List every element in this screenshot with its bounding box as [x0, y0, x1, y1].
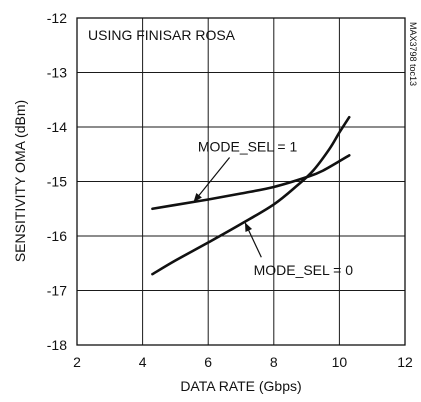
series-arrow-1: [192, 157, 231, 203]
x-tick-label: 6: [204, 354, 212, 370]
series-line-1: [151, 154, 351, 211]
grid: [77, 18, 405, 345]
series: [151, 115, 351, 276]
y-axis-label: SENSITIVITY OMA (dBm): [12, 100, 28, 262]
series-labels: MODE_SEL = 1 MODE_SEL = 0: [192, 139, 354, 278]
y-tick-label: -18: [47, 337, 67, 353]
x-axis-label: DATA RATE (Gbps): [180, 378, 301, 394]
x-tick-label: 10: [332, 354, 348, 370]
condition-label: USING FINISAR ROSA: [88, 27, 236, 43]
y-tick-labels: -12 -13 -14 -15 -16 -17 -18: [47, 10, 67, 353]
x-tick-label: 8: [270, 354, 278, 370]
series-label-1: MODE_SEL = 1: [198, 139, 298, 155]
series-line-2: [151, 115, 351, 276]
series-arrowhead-1: [193, 192, 202, 203]
y-tick-label: -14: [47, 119, 67, 135]
x-tick-labels: 2 4 6 8 10 12: [73, 354, 413, 370]
y-tick-label: -12: [47, 10, 67, 26]
y-tick-label: -17: [47, 283, 67, 299]
x-tick-label: 4: [139, 354, 147, 370]
x-tick-label: 2: [73, 354, 81, 370]
plot-frame: [76, 17, 406, 346]
y-tick-label: -15: [47, 174, 67, 190]
y-tick-label: -13: [47, 65, 67, 81]
series-arrowhead-2: [244, 222, 253, 233]
x-tick-label: 12: [397, 354, 413, 370]
y-tick-label: -16: [47, 228, 67, 244]
watermark: MAX3798 toc13: [408, 22, 418, 86]
series-label-2: MODE_SEL = 0: [254, 262, 354, 278]
